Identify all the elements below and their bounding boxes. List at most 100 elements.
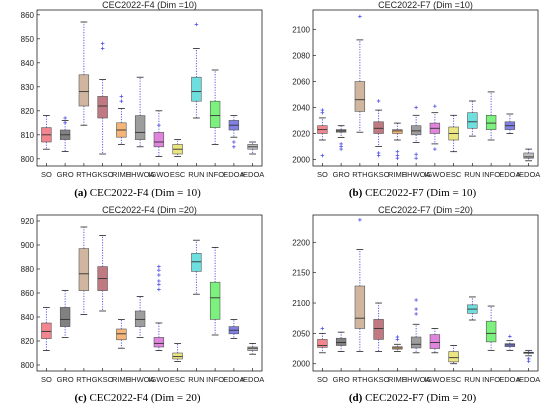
x-tick-label: HHWOA xyxy=(402,170,431,179)
x-tick-label: RIME xyxy=(112,170,131,179)
y-tick-label: 2200 xyxy=(292,238,310,247)
box xyxy=(78,74,90,107)
outlier-point xyxy=(414,307,418,311)
outlier-point xyxy=(157,282,161,287)
x-tick-label: IGWO xyxy=(148,375,169,384)
y-tick-label: 2020 xyxy=(292,130,310,139)
outlier-point xyxy=(157,287,161,292)
box xyxy=(59,307,71,327)
outlier-point xyxy=(157,273,161,277)
outlier-point xyxy=(157,279,161,283)
x-tick-label: EDOA xyxy=(499,170,520,179)
y-tick-label: 840 xyxy=(21,59,35,68)
x-tick-label: GKSO xyxy=(92,170,114,179)
outlier-point xyxy=(395,335,400,339)
x-tick-label: GRO xyxy=(333,170,350,179)
box xyxy=(448,351,459,363)
outlier-point xyxy=(63,121,67,125)
x-tick-label: INFO xyxy=(206,375,224,384)
x-tick-label: ESC xyxy=(170,170,186,179)
caption-d: (d) CEC2022-F7 (Dim = 20) xyxy=(348,392,477,404)
outlier-point xyxy=(157,123,161,127)
y-tick-label: 800 xyxy=(21,155,35,164)
outlier-point xyxy=(320,153,325,158)
outlier-point xyxy=(414,298,418,302)
y-tick-label: 2000 xyxy=(292,360,310,369)
x-tick-label: RUN xyxy=(188,170,204,179)
x-tick-label: ESC xyxy=(446,375,462,384)
box xyxy=(523,152,534,159)
outlier-point xyxy=(119,99,124,103)
x-tick-label: RUN xyxy=(464,170,480,179)
box xyxy=(354,81,366,112)
outlier-point xyxy=(414,152,418,157)
y-tick-label: 840 xyxy=(21,313,35,322)
chart-title: CEC2022-F7 (Dim =20) xyxy=(378,205,473,215)
outlier-point xyxy=(376,99,381,103)
x-tick-label: SO xyxy=(317,170,328,179)
box xyxy=(373,319,384,340)
plot-area xyxy=(36,214,263,372)
x-tick-label: GKSO xyxy=(368,170,390,179)
outlier-point xyxy=(414,105,418,110)
x-tick-label: ESC xyxy=(446,170,462,179)
box xyxy=(410,336,422,349)
box xyxy=(373,121,384,134)
x-tick-label: HHWOA xyxy=(402,375,431,384)
x-tick-label: RIME xyxy=(388,375,407,384)
y-tick-label: 860 xyxy=(21,289,35,298)
box xyxy=(41,322,52,339)
y-tick-label: 920 xyxy=(21,217,35,226)
x-tick-label: EDOA xyxy=(223,375,244,384)
outlier-point xyxy=(100,41,105,46)
x-tick-label: GKSO xyxy=(92,375,114,384)
x-tick-label: GKSO xyxy=(368,375,390,384)
box xyxy=(134,310,146,327)
x-tick-label: IGWO xyxy=(424,375,445,384)
y-tick-label: 2040 xyxy=(292,104,310,113)
outlier-point xyxy=(508,334,512,339)
box xyxy=(335,337,347,346)
y-tick-label: 2100 xyxy=(292,26,310,35)
box xyxy=(78,248,90,291)
outlier-point xyxy=(232,140,236,144)
outlier-point xyxy=(414,312,418,316)
y-tick-label: 820 xyxy=(21,337,35,346)
plot-area xyxy=(36,9,263,167)
x-tick-label: INFO xyxy=(482,170,500,179)
outlier-point xyxy=(358,218,362,222)
x-tick-label: IEDOA xyxy=(517,375,540,384)
y-tick-label: 820 xyxy=(21,107,35,116)
outlier-point xyxy=(320,108,325,112)
box xyxy=(410,125,422,136)
y-tick-label: 2150 xyxy=(292,269,310,278)
x-tick-label: RTH xyxy=(76,170,91,179)
box xyxy=(191,76,202,102)
x-tick-label: HHWOA xyxy=(126,170,155,179)
x-tick-label: GRO xyxy=(333,375,350,384)
outlier-point xyxy=(320,326,325,331)
outlier-point xyxy=(376,151,381,155)
y-tick-label: 850 xyxy=(21,35,35,44)
chart-panel: CEC2022-F4 (Dim =20) 800 820 840 860 880 900 92… xyxy=(21,205,265,384)
chart-panel: CEC2022-F7 (Dim =10) 2000 2020 2040 2060 2080… xyxy=(292,0,540,179)
outlier-point xyxy=(63,116,67,120)
y-tick-label: 2080 xyxy=(292,52,310,61)
x-tick-label: SO xyxy=(41,375,52,384)
box xyxy=(97,96,108,119)
box xyxy=(354,285,366,329)
y-tick-label: 2000 xyxy=(292,156,310,165)
chart-panel: CEC2022-F4 (Dim =10) 800 810 820 830 840 850 86… xyxy=(21,0,265,179)
x-tick-label: IGWO xyxy=(424,170,445,179)
outlier-point xyxy=(157,264,161,269)
outlier-point xyxy=(194,22,199,27)
x-tick-label: INFO xyxy=(206,170,224,179)
plot-area xyxy=(312,214,539,372)
x-tick-label: IEDOA xyxy=(241,170,264,179)
y-tick-label: 2100 xyxy=(292,299,310,308)
outlier-point xyxy=(157,268,161,272)
x-tick-label: INFO xyxy=(482,375,500,384)
x-tick-label: RTH xyxy=(352,170,367,179)
